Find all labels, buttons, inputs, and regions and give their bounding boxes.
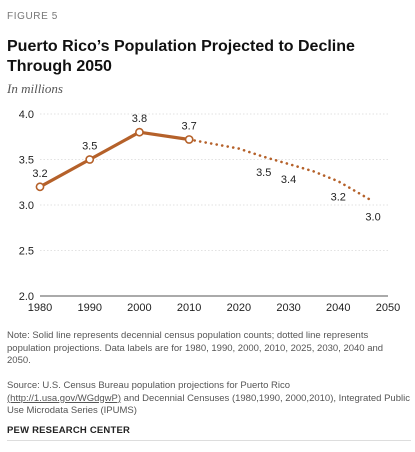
chart-note: Note: Solid line represents decennial ce… bbox=[7, 330, 384, 366]
x-tick-label: 2000 bbox=[127, 302, 151, 314]
data-label: 3.2 bbox=[32, 168, 47, 180]
data-point-marker bbox=[85, 155, 95, 164]
y-tick-label: 4.0 bbox=[19, 109, 34, 121]
projection-line bbox=[187, 138, 375, 203]
data-label: 3.2 bbox=[331, 191, 346, 203]
data-point-marker bbox=[35, 182, 45, 192]
chart-source: Source: U.S. Census Bureau population pr… bbox=[7, 380, 411, 418]
y-tick-label: 2.0 bbox=[19, 291, 34, 303]
x-tick-label: 2010 bbox=[177, 302, 201, 314]
data-labels: 3.2 3.5 3.8 3.7 3.5 3.4 3.2 3.0 bbox=[32, 113, 380, 223]
x-tick-label: 1990 bbox=[77, 302, 101, 314]
figure-label: FIGURE 5 bbox=[7, 11, 58, 22]
source-text: Source: U.S. Census Bureau population pr… bbox=[7, 380, 291, 391]
footer-divider bbox=[7, 440, 411, 441]
data-point-marker bbox=[184, 135, 194, 144]
y-tick-label: 3.0 bbox=[19, 200, 34, 212]
data-label: 3.8 bbox=[132, 113, 147, 125]
x-tick-label: 1980 bbox=[28, 302, 52, 314]
x-axis-tick-labels: 1980 1990 2000 2010 2020 2030 2040 2050 bbox=[28, 302, 400, 314]
source-link[interactable]: (http://1.usa.gov/WGdgwP) bbox=[7, 392, 122, 404]
x-tick-label: 2020 bbox=[227, 302, 251, 314]
chart-subtitle: In millions bbox=[7, 81, 63, 96]
chart-title: Puerto Rico’s Population Projected to De… bbox=[7, 38, 355, 75]
organization-name: PEW RESEARCH CENTER bbox=[7, 425, 131, 436]
y-axis-tick-labels: 2.0 2.5 3.0 3.5 4.0 bbox=[19, 109, 34, 303]
data-markers bbox=[35, 127, 194, 192]
data-point-marker bbox=[135, 127, 144, 137]
source-text-continued: and Decennial Censuses (1980,1990, 2000,… bbox=[7, 392, 410, 417]
census-line bbox=[38, 130, 191, 189]
x-tick-label: 2040 bbox=[326, 302, 350, 314]
x-tick-label: 2050 bbox=[376, 302, 400, 314]
series-lines bbox=[38, 130, 375, 203]
x-tick-label: 2030 bbox=[276, 302, 300, 314]
data-label: 3.7 bbox=[181, 120, 196, 132]
data-label: 3.5 bbox=[82, 141, 97, 153]
y-tick-label: 3.5 bbox=[19, 155, 34, 167]
line-chart: 2.0 2.5 3.0 3.5 4.0 1980 1990 2000 2010 2020 2030… bbox=[19, 109, 401, 314]
data-label: 3.5 bbox=[256, 167, 271, 179]
data-label: 3.0 bbox=[365, 211, 380, 223]
y-tick-label: 2.5 bbox=[19, 246, 34, 258]
data-label: 3.4 bbox=[281, 174, 296, 186]
gridlines bbox=[40, 113, 388, 297]
